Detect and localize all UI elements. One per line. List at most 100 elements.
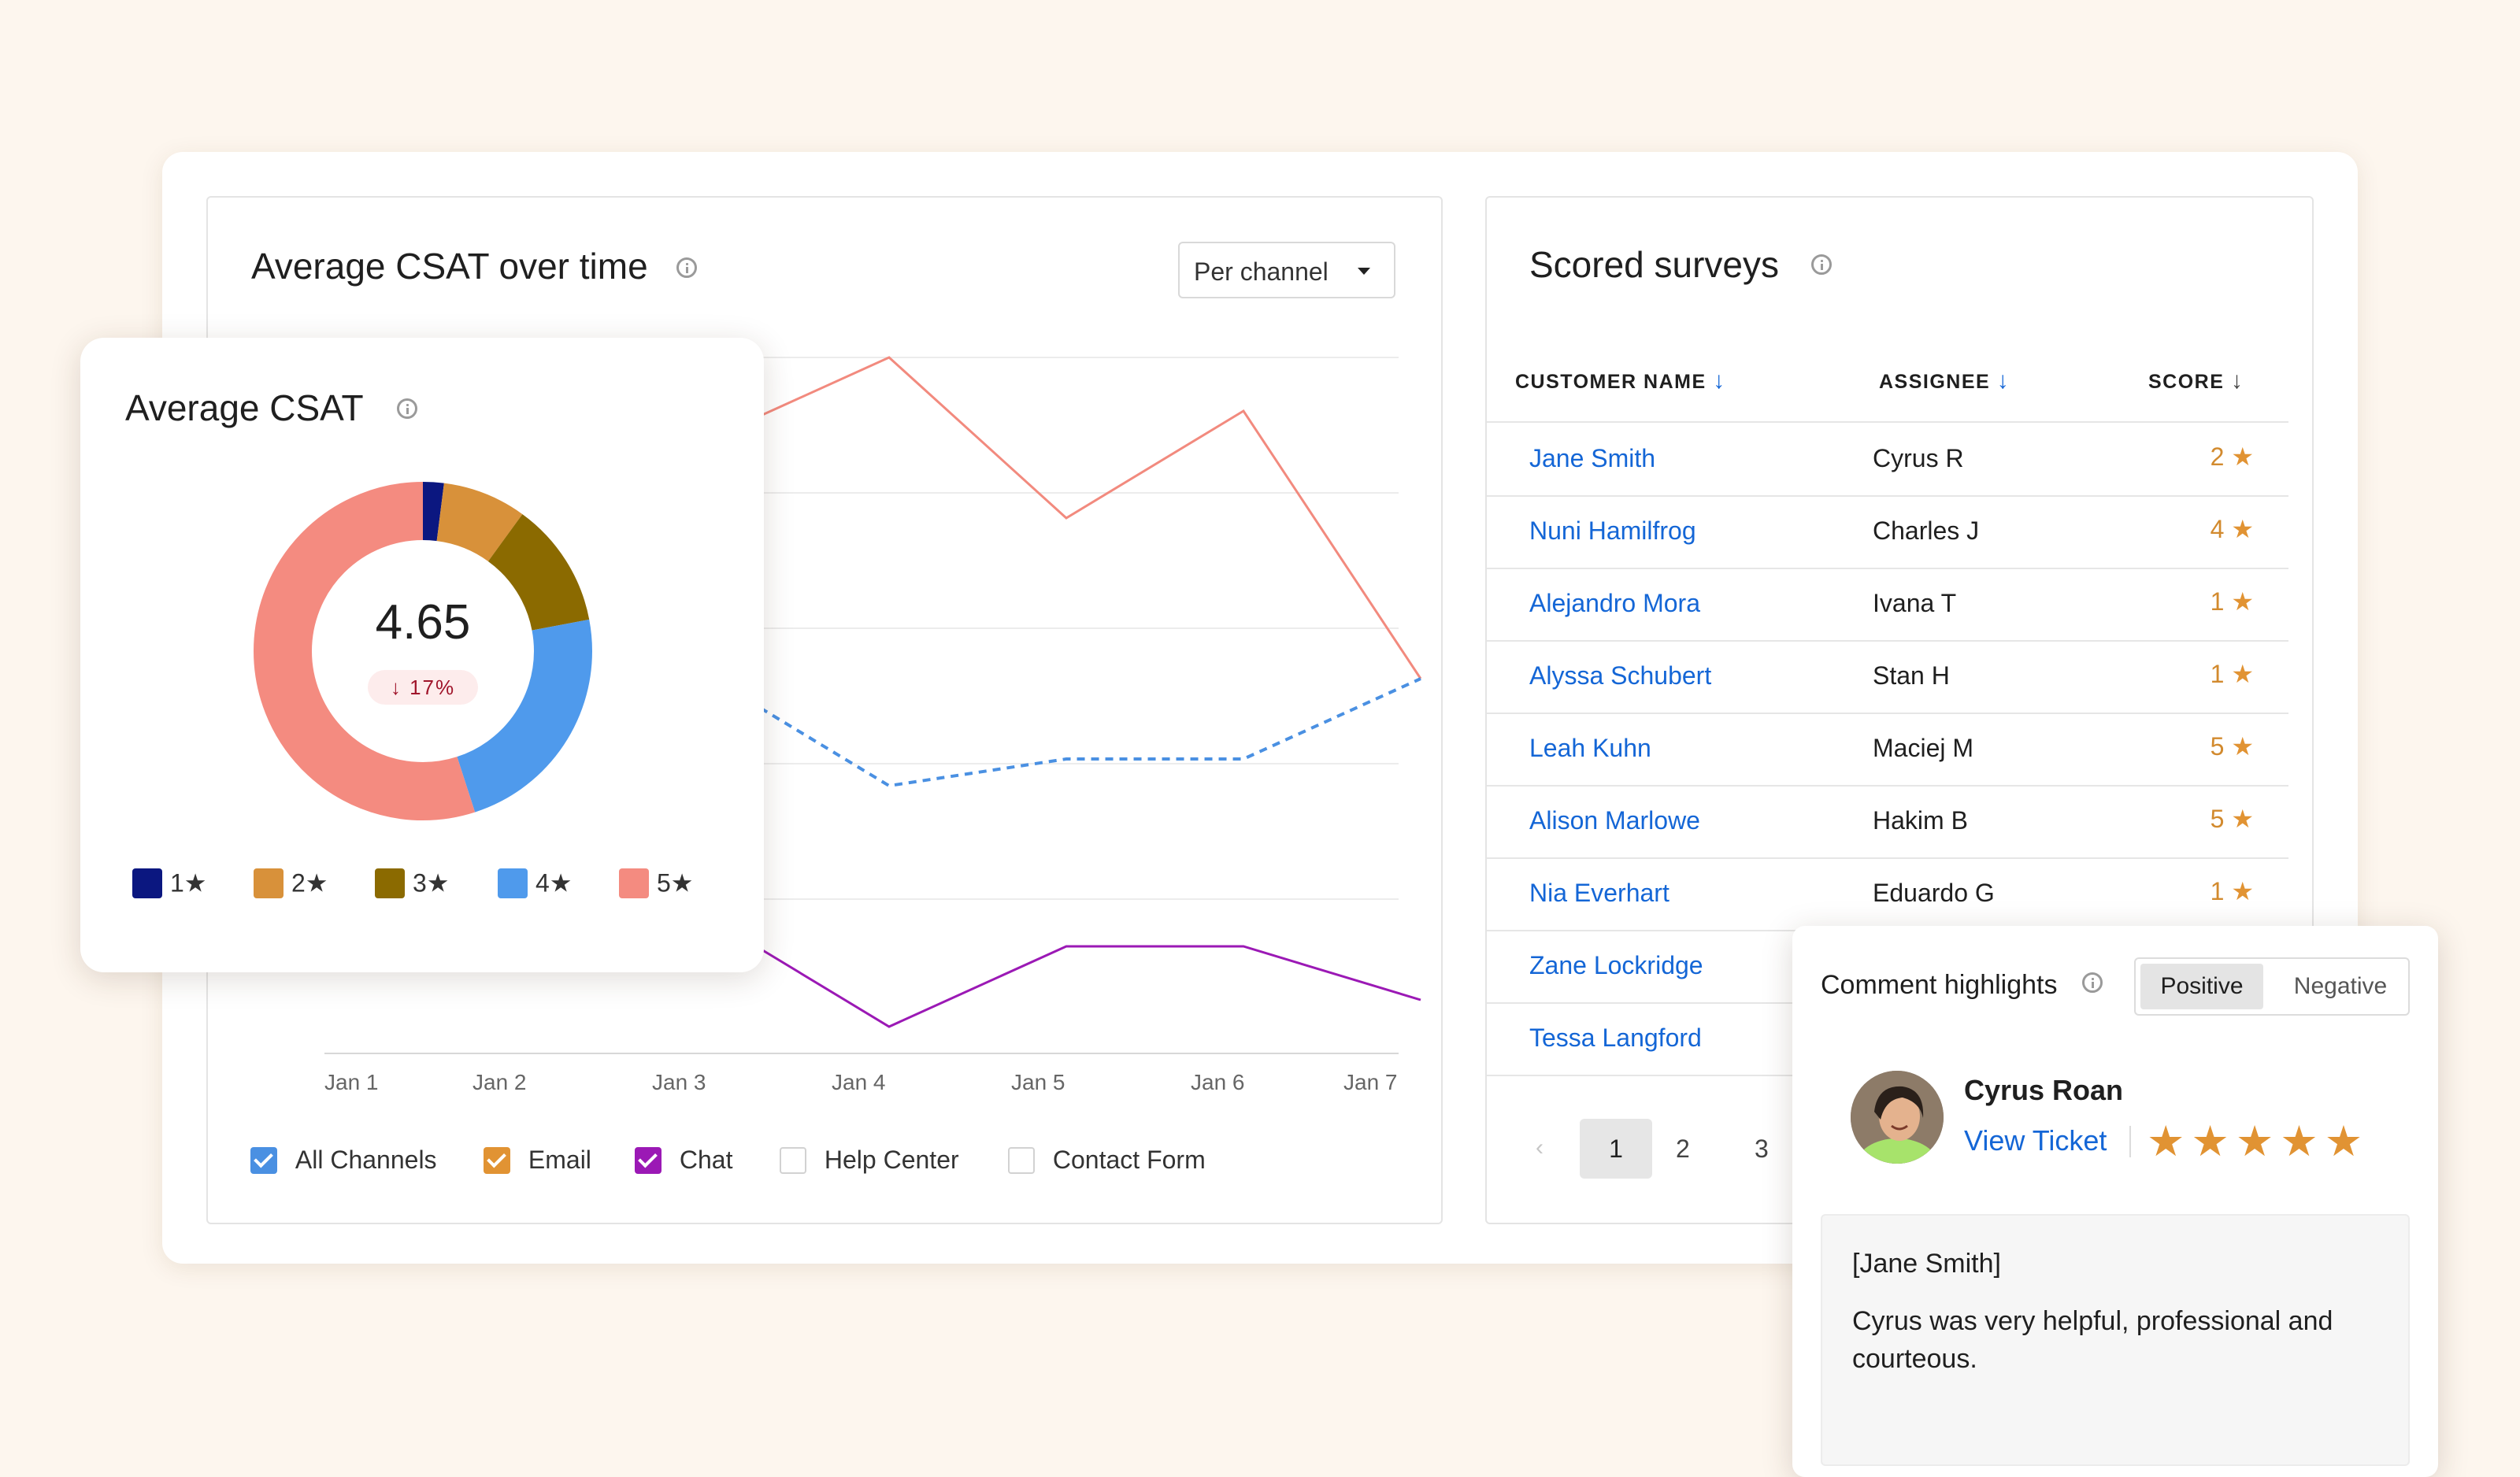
star-icon: ★	[2235, 1118, 2281, 1165]
avatar-image	[1851, 1071, 1944, 1164]
tab-negative[interactable]: Negative	[2293, 973, 2388, 999]
score-cell: 1 ★	[2211, 876, 2254, 906]
checkbox-checked[interactable]	[250, 1146, 277, 1174]
legend-item-5-star: 5★	[619, 867, 693, 898]
channel-label: Contact Form	[1052, 1146, 1206, 1175]
average-csat-card: Average CSAT 4.65 ↓ 17% 1★ 2★ 3★ 4★ 5★	[80, 338, 764, 972]
divider	[2129, 1126, 2131, 1157]
channel-filter-chat[interactable]: Chat	[635, 1144, 732, 1175]
chevron-left-icon[interactable]: ‹	[1536, 1135, 1544, 1160]
table-row[interactable]: Nuni Hamilfrog Charles J 4 ★	[1487, 495, 2288, 569]
info-icon[interactable]	[2082, 972, 2103, 993]
table-row[interactable]: Alison Marlowe Hakim B 5 ★	[1487, 785, 2288, 859]
csat-value: 4.65	[375, 595, 471, 650]
column-header-label: SCORE	[2148, 371, 2225, 393]
donut-slice-4-star	[254, 482, 592, 820]
legend-item-2-star: 2★	[254, 867, 328, 898]
column-header-customer-name[interactable]: CUSTOMER NAME ↓	[1515, 368, 1726, 394]
info-icon[interactable]	[676, 257, 697, 278]
comment-box: [Jane Smith] Cyrus was very helpful, pro…	[1821, 1214, 2410, 1466]
star-icon: ★	[2231, 805, 2254, 833]
legend-swatch	[498, 868, 528, 898]
legend-swatch	[132, 868, 162, 898]
customer-name-link[interactable]: Alison Marlowe	[1529, 806, 1700, 835]
checkbox-checked[interactable]	[635, 1146, 662, 1174]
info-icon[interactable]	[1811, 254, 1832, 275]
channel-filter-email[interactable]: Email	[484, 1144, 591, 1175]
score-value: 5	[2210, 732, 2225, 761]
checkbox-unchecked[interactable]	[780, 1146, 806, 1174]
score-cell: 1 ★	[2211, 587, 2254, 616]
customer-name-link[interactable]: Nia Everhart	[1529, 879, 1670, 907]
series-line-email	[711, 356, 1422, 679]
page-button[interactable]: 2	[1676, 1135, 1690, 1163]
score-value: 5	[2210, 805, 2225, 833]
table-row[interactable]: Alyssa Schubert Stan H 1 ★	[1487, 640, 2288, 714]
csat-over-time-title: Average CSAT over time	[251, 246, 648, 287]
score-cell: 5 ★	[2211, 731, 2254, 761]
average-csat-title: Average CSAT	[125, 387, 364, 428]
page-button-active[interactable]: 1	[1580, 1119, 1652, 1179]
x-tick-label: Jan 7	[1343, 1070, 1398, 1094]
donut-slice-5-star	[254, 482, 592, 820]
checkbox-unchecked[interactable]	[1008, 1146, 1035, 1174]
per-channel-dropdown[interactable]: Per channel	[1178, 242, 1395, 298]
csat-donut-chart	[254, 482, 592, 820]
column-header-label: CUSTOMER NAME	[1515, 371, 1707, 393]
score-cell: 4 ★	[2211, 514, 2254, 544]
customer-name-link[interactable]: Jane Smith	[1529, 444, 1656, 472]
customer-name-link[interactable]: Tessa Langford	[1529, 1024, 1702, 1052]
comment-highlights-title: Comment highlights	[1821, 970, 2058, 1000]
customer-name-link[interactable]: Zane Lockridge	[1529, 951, 1703, 979]
tab-positive[interactable]: Positive	[2140, 964, 2263, 1009]
star-icon: ★	[2324, 1118, 2370, 1165]
comment-text: Cyrus was very helpful, professional and…	[1852, 1306, 2333, 1374]
x-tick-label: Jan 2	[472, 1070, 527, 1094]
series-line-chat	[711, 918, 1421, 1028]
column-header-assignee[interactable]: ASSIGNEE ↓	[1879, 368, 2010, 394]
legend-swatch	[619, 868, 649, 898]
legend-label: 1★	[170, 868, 207, 898]
checkbox-checked[interactable]	[484, 1146, 510, 1174]
assignee-cell: Hakim B	[1873, 806, 1968, 835]
score-cell: 2 ★	[2211, 442, 2254, 472]
channel-filter-all-channels[interactable]: All Channels	[250, 1144, 437, 1175]
legend-swatch	[375, 868, 405, 898]
view-ticket-link[interactable]: View Ticket	[1964, 1124, 2107, 1157]
legend-label: 3★	[413, 868, 450, 898]
star-rating: ★★★★★	[2147, 1116, 2369, 1166]
comment-highlights-card: Comment highlights Positive Negative Cyr…	[1792, 926, 2438, 1477]
page-button[interactable]: 3	[1755, 1135, 1769, 1163]
avatar	[1851, 1071, 1944, 1164]
assignee-cell: Maciej M	[1873, 734, 1974, 762]
star-icon: ★	[2231, 442, 2254, 471]
channel-filter-help-center[interactable]: Help Center	[780, 1144, 959, 1175]
column-header-score[interactable]: SCORE ↓	[2148, 368, 2244, 394]
star-icon: ★	[2147, 1118, 2192, 1165]
caret-down-icon	[1358, 268, 1370, 275]
channel-filter-contact-form[interactable]: Contact Form	[1008, 1144, 1206, 1175]
csat-delta-value: 17%	[410, 676, 456, 699]
customer-name-link[interactable]: Alejandro Mora	[1529, 589, 1700, 617]
table-row[interactable]: Leah Kuhn Maciej M 5 ★	[1487, 713, 2288, 787]
customer-name-link[interactable]: Leah Kuhn	[1529, 734, 1651, 762]
table-row[interactable]: Jane Smith Cyrus R 2 ★	[1487, 423, 2288, 497]
table-row[interactable]: Alejandro Mora Ivana T 1 ★	[1487, 568, 2288, 642]
star-icon: ★	[2280, 1118, 2325, 1165]
sort-arrow-icon: ↓	[1996, 368, 2010, 394]
per-channel-dropdown-label: Per channel	[1194, 257, 1329, 286]
legend-swatch	[254, 868, 284, 898]
customer-name-link[interactable]: Nuni Hamilfrog	[1529, 516, 1696, 545]
x-tick-label: Jan 1	[324, 1070, 379, 1094]
table-row[interactable]: Nia Everhart Eduardo G 1 ★	[1487, 857, 2288, 931]
star-icon: ★	[2231, 587, 2254, 616]
customer-name-link[interactable]: Alyssa Schubert	[1529, 661, 1712, 690]
star-icon: ★	[2231, 515, 2254, 543]
sort-arrow-icon: ↓	[1713, 368, 1726, 394]
legend-item-3-star: 3★	[375, 867, 449, 898]
assignee-cell: Cyrus R	[1873, 444, 1964, 472]
scored-surveys-title: Scored surveys	[1529, 244, 1780, 285]
x-tick-label: Jan 4	[832, 1070, 886, 1094]
info-icon[interactable]	[397, 398, 417, 419]
score-value: 1	[2210, 877, 2225, 905]
